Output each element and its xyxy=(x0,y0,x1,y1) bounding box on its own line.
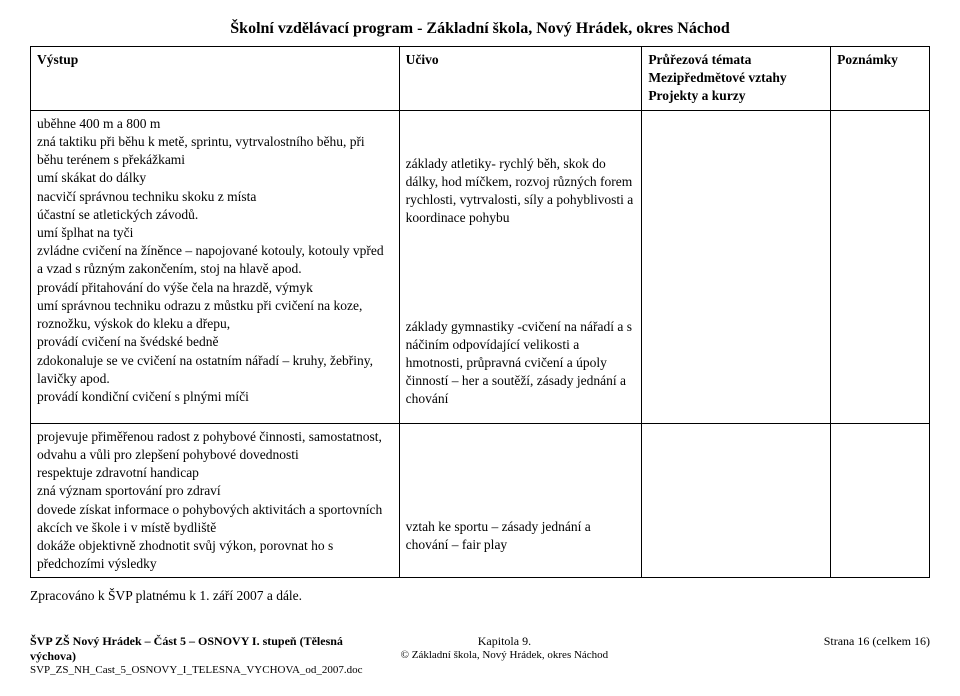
table-header-row: Výstup Učivo Průřezová témata Mezipředmě… xyxy=(31,47,930,111)
header-ucivo: Učivo xyxy=(399,47,642,111)
cell-prurez-2 xyxy=(642,423,831,578)
cell-vystup-2: projevuje přiměřenou radost z pohybové č… xyxy=(31,423,400,578)
header-prurez: Průřezová témata Mezipředmětové vztahy P… xyxy=(642,47,831,111)
ucivo-1-p2: základy gymnastiky -cvičení na nářadí a … xyxy=(406,318,636,409)
ucivo-1-p1: základy atletiky- rychlý běh, skok do dá… xyxy=(406,155,636,228)
page-footer: ŠVP ZŠ Nový Hrádek – Část 5 – OSNOVY I. … xyxy=(30,634,930,676)
footer-left-1: ŠVP ZŠ Nový Hrádek – Část 5 – OSNOVY I. … xyxy=(30,634,363,664)
cell-prurez-1 xyxy=(642,110,831,423)
footer-center-2: © Základní škola, Nový Hrádek, okres Nác… xyxy=(363,649,647,661)
cell-pozn-2 xyxy=(831,423,930,578)
footer-left-2: SVP_ZS_NH_Cast_5_OSNOVY_I_TELESNA_VYCHOV… xyxy=(30,664,363,676)
page-title: Školní vzdělávací program - Základní ško… xyxy=(30,20,930,38)
cell-vystup-1: uběhne 400 m a 800 m zná taktiku při běh… xyxy=(31,110,400,423)
cell-pozn-1 xyxy=(831,110,930,423)
cell-ucivo-2: vztah ke sportu – zásady jednání a chová… xyxy=(399,423,642,578)
footer-right-1: Strana 16 (celkem 16) xyxy=(646,634,930,649)
footer-note: Zpracováno k ŠVP platnému k 1. září 2007… xyxy=(30,588,930,604)
footer-center-1: Kapitola 9. xyxy=(363,634,647,649)
header-vystup: Výstup xyxy=(31,47,400,111)
ucivo-2-p1: vztah ke sportu – zásady jednání a chová… xyxy=(406,518,636,554)
table-row: uběhne 400 m a 800 m zná taktiku při běh… xyxy=(31,110,930,423)
table-row: projevuje přiměřenou radost z pohybové č… xyxy=(31,423,930,578)
cell-ucivo-1: základy atletiky- rychlý běh, skok do dá… xyxy=(399,110,642,423)
curriculum-table: Výstup Učivo Průřezová témata Mezipředmě… xyxy=(30,46,930,578)
header-poznamky: Poznámky xyxy=(831,47,930,111)
